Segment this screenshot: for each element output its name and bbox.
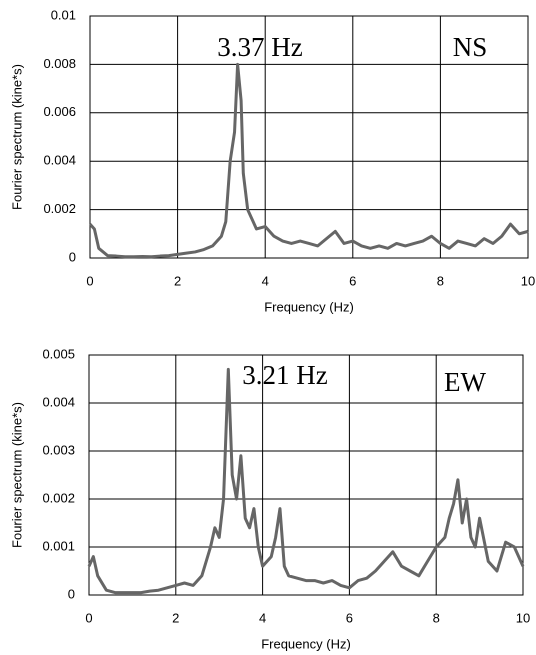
x-tick-label: 4 xyxy=(262,273,269,288)
y-axis-label: Fourier spectrum (kine*s) xyxy=(9,64,24,210)
y-tick-label: 0 xyxy=(68,586,75,601)
y-tick-label: 0.002 xyxy=(43,201,76,216)
annotation: 3.37 Hz xyxy=(217,32,302,62)
annotation: EW xyxy=(444,367,486,397)
y-tick-label: 0 xyxy=(69,249,76,264)
plot-frame xyxy=(88,354,524,596)
y-tick-label: 0.005 xyxy=(42,346,75,361)
x-tick-label: 0 xyxy=(85,610,92,625)
y-tick-label: 0.004 xyxy=(43,153,76,168)
y-tick-label: 0.002 xyxy=(42,490,75,505)
x-axis-label: Frequency (Hz) xyxy=(264,299,354,314)
plot-frame xyxy=(89,15,529,259)
annotation: 3.21 Hz xyxy=(242,360,327,390)
x-tick-label: 2 xyxy=(174,273,181,288)
y-tick-label: 0.003 xyxy=(42,442,75,457)
x-tick-label: 2 xyxy=(172,610,179,625)
x-tick-label: 4 xyxy=(259,610,266,625)
y-tick-label: 0.01 xyxy=(51,7,76,22)
spectrum-line xyxy=(87,367,525,595)
y-tick-label: 0.006 xyxy=(43,104,76,119)
x-tick-label: 10 xyxy=(516,610,530,625)
x-tick-label: 6 xyxy=(349,273,356,288)
y-tick-label: 0.004 xyxy=(42,394,75,409)
y-tick-label: 0.001 xyxy=(42,538,75,553)
x-tick-label: 8 xyxy=(433,610,440,625)
annotation: NS xyxy=(453,32,488,62)
y-tick-label: 0.008 xyxy=(43,56,76,71)
y-axis-label: Fourier spectrum (kine*s) xyxy=(9,402,24,548)
x-axis-label: Frequency (Hz) xyxy=(261,636,351,651)
x-tick-label: 6 xyxy=(346,610,353,625)
x-tick-label: 0 xyxy=(86,273,93,288)
x-tick-label: 10 xyxy=(521,273,535,288)
spectrum-line xyxy=(88,62,529,259)
x-tick-label: 8 xyxy=(437,273,444,288)
